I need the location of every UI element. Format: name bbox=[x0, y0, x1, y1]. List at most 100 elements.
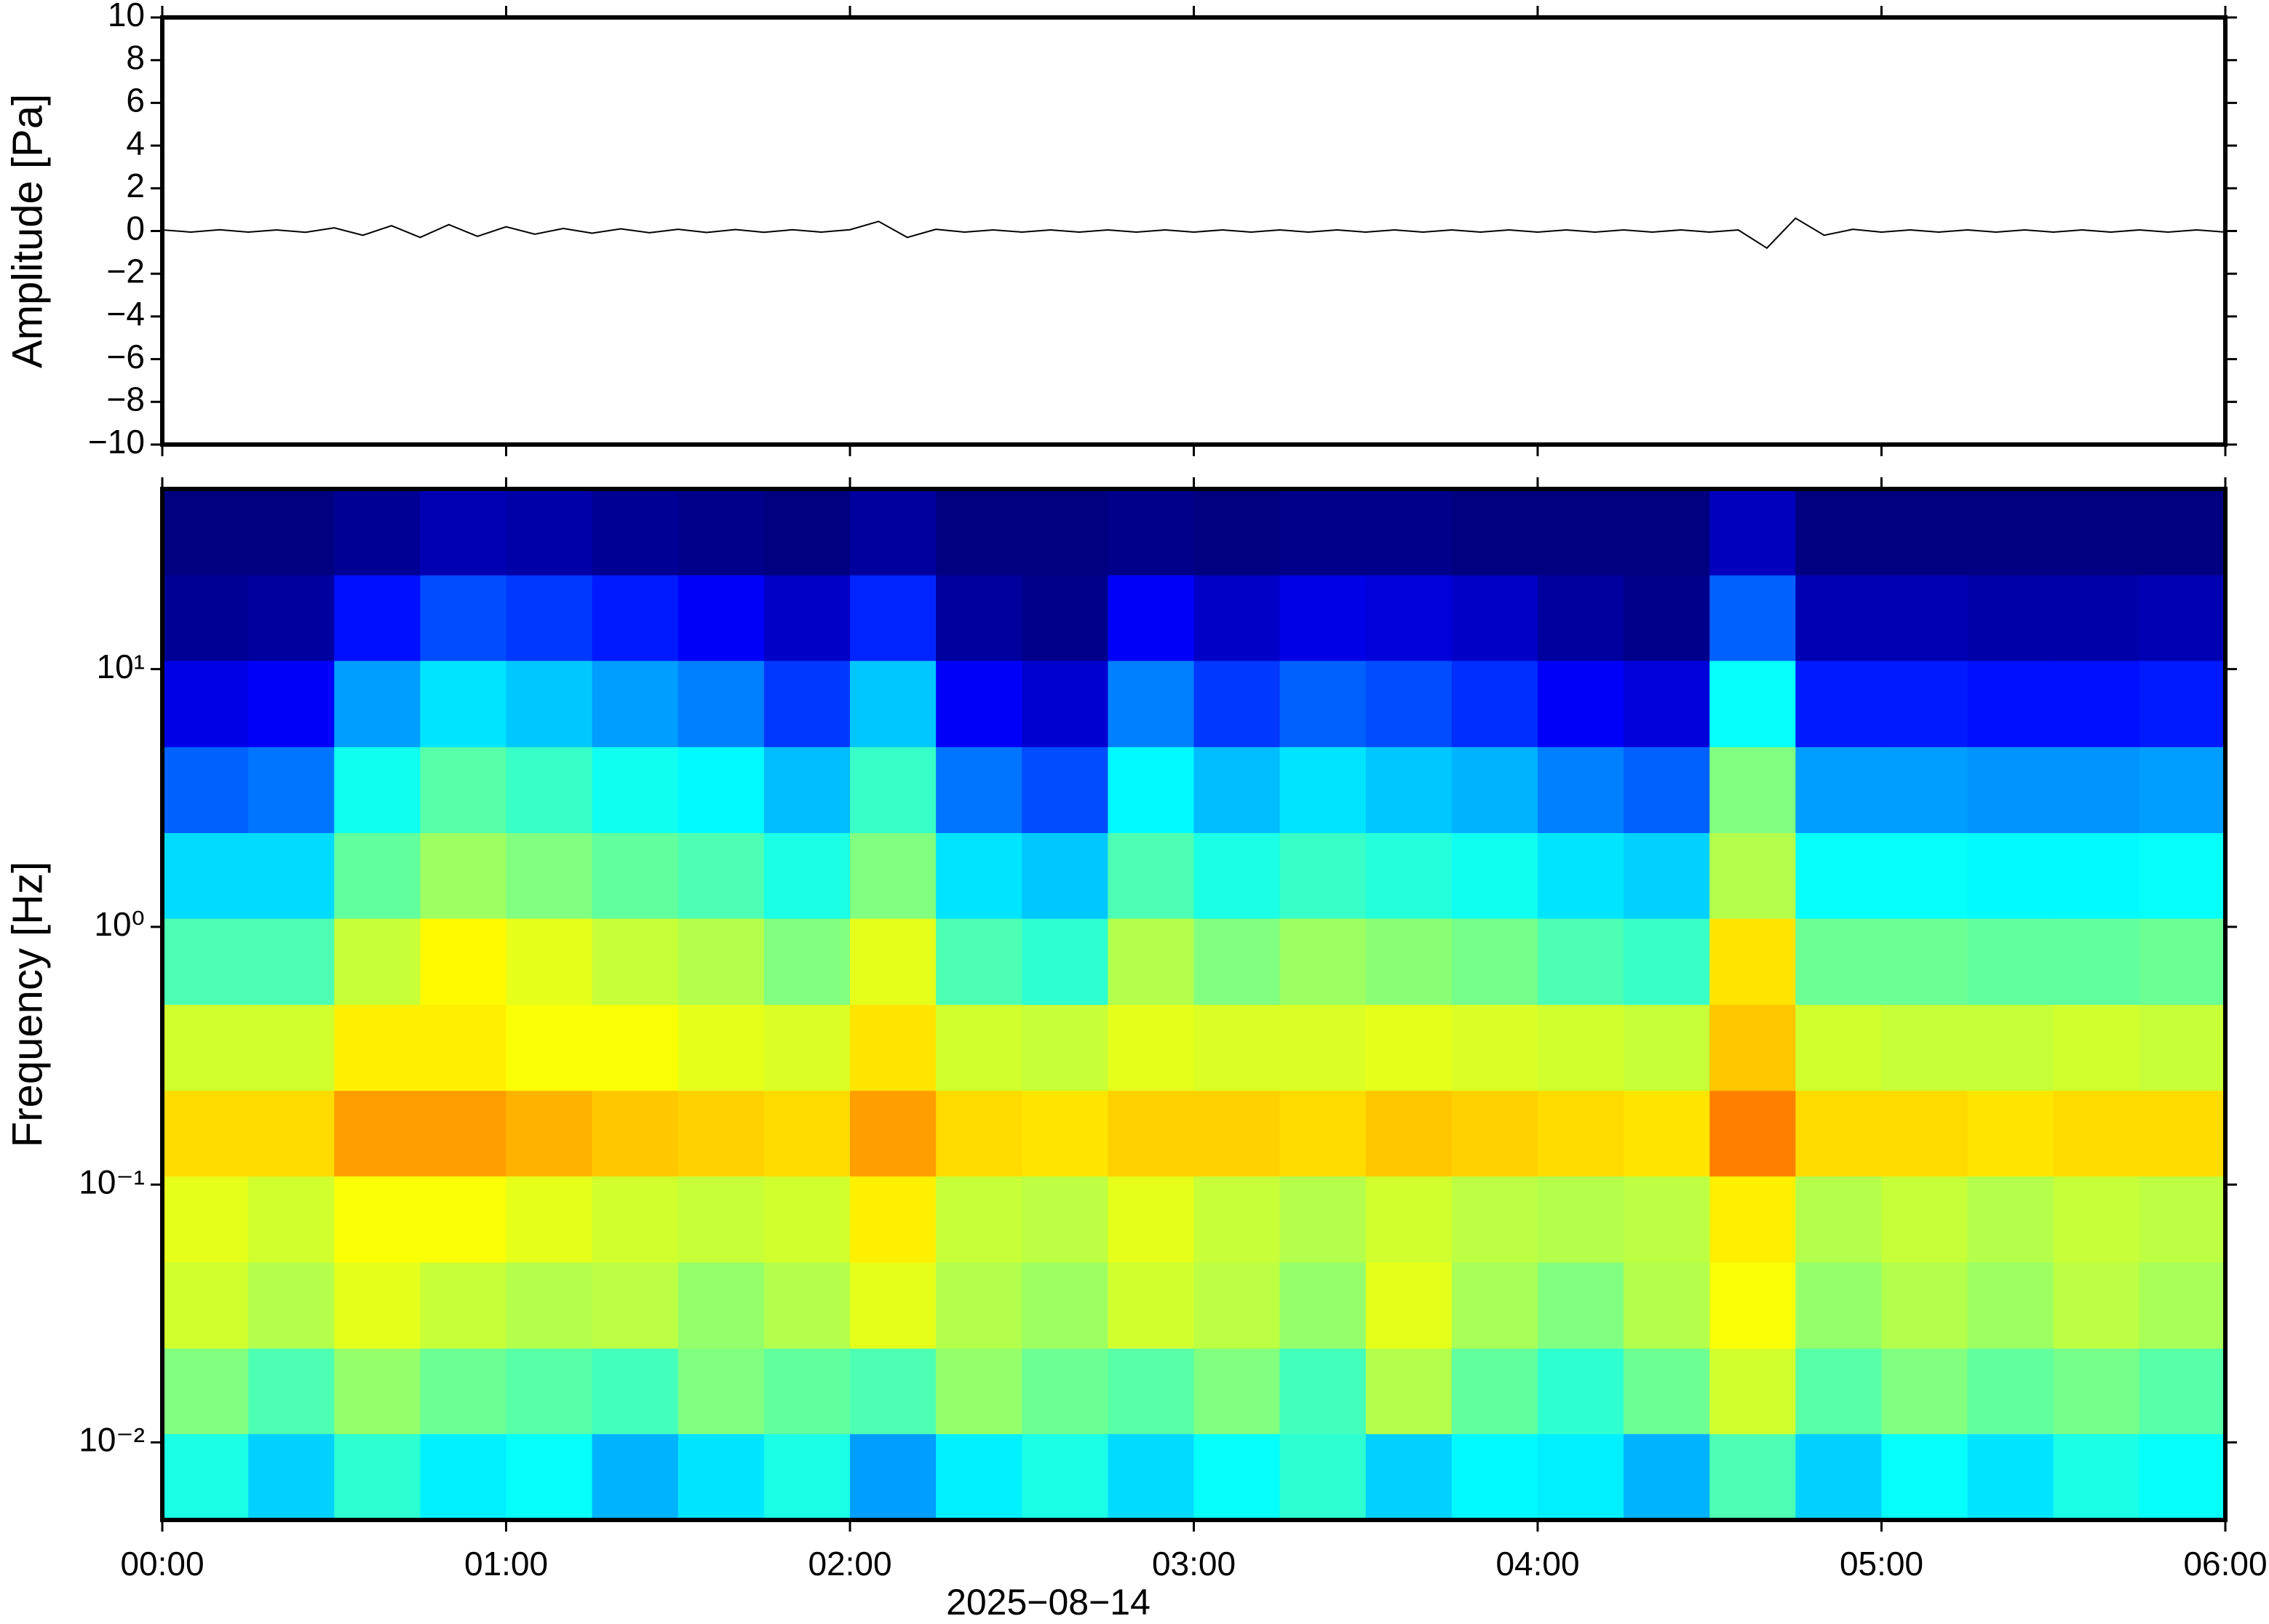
spectrogram-cell bbox=[677, 660, 765, 747]
spectrogram-cell bbox=[248, 1262, 335, 1349]
x-tick-label: 01:00 bbox=[464, 1545, 548, 1583]
spectrogram-cell bbox=[2139, 832, 2226, 919]
spectrogram-cell bbox=[1795, 1090, 1883, 1177]
spectrogram-cell bbox=[162, 1262, 249, 1349]
spectrogram-cell bbox=[1193, 918, 1281, 1006]
spectrogram-cell bbox=[2053, 832, 2140, 919]
spectrogram-cell bbox=[1967, 1348, 2054, 1435]
spectrogram-cell bbox=[506, 1262, 593, 1349]
spectrogram-cell bbox=[592, 1090, 679, 1177]
spectrogram-cell bbox=[677, 1090, 765, 1177]
spectrogram-cell bbox=[1881, 660, 1968, 747]
spectrogram-cell bbox=[1193, 832, 1281, 919]
spectrogram-cell bbox=[592, 575, 679, 661]
spectrogram-cell bbox=[506, 660, 593, 747]
spectrogram-cell bbox=[420, 1176, 507, 1263]
spectrogram-cell bbox=[420, 1262, 507, 1349]
spectrogram-cell bbox=[1795, 1262, 1883, 1349]
spectrogram-cell bbox=[1022, 1176, 1108, 1263]
spectrogram-cell bbox=[1365, 1004, 1453, 1091]
spectrogram-cell bbox=[1108, 1090, 1195, 1177]
spectrogram-cell bbox=[936, 1433, 1022, 1521]
spectrogram-cell bbox=[506, 918, 593, 1006]
spectrogram-cell bbox=[1365, 1176, 1453, 1263]
spectrogram-cell bbox=[2053, 1348, 2140, 1435]
spectrogram-cell bbox=[1193, 1004, 1281, 1091]
spectrogram-cell bbox=[420, 1004, 507, 1091]
spectrogram-cell bbox=[1365, 747, 1453, 833]
spectrogram-cell bbox=[1108, 1176, 1195, 1263]
spectrogram-cell bbox=[248, 1090, 335, 1177]
spectrogram-cell bbox=[763, 1262, 851, 1349]
spectrogram-cell bbox=[248, 1348, 335, 1435]
spectrogram-cell bbox=[1709, 1348, 1796, 1435]
spectrogram-cell bbox=[1193, 1348, 1281, 1435]
spectrogram-cell bbox=[1365, 1090, 1453, 1177]
spectrogram-cell bbox=[1538, 1262, 1624, 1349]
spectrogram-cell bbox=[248, 918, 335, 1006]
spectrogram-cell bbox=[248, 747, 335, 833]
y-tick-label: −4 bbox=[107, 295, 145, 333]
spectrogram-cell bbox=[1538, 918, 1624, 1006]
spectrogram-cell bbox=[1365, 918, 1453, 1006]
spectrogram-cell bbox=[1022, 1262, 1108, 1349]
spectrogram-cell bbox=[1538, 1433, 1624, 1521]
spectrogram-cell bbox=[1451, 1348, 1538, 1435]
spectrogram-cell bbox=[850, 575, 937, 661]
spectrogram-cell bbox=[1881, 1433, 1968, 1521]
y-tick-label: −6 bbox=[107, 338, 145, 375]
spectrogram-cell bbox=[162, 747, 249, 833]
spectrogram-cell bbox=[936, 1004, 1022, 1091]
spectrogram-cell bbox=[763, 918, 851, 1006]
y-tick-label: 10 bbox=[108, 0, 145, 33]
spectrogram-cell bbox=[506, 747, 593, 833]
spectrogram-cell bbox=[334, 747, 421, 833]
spectrogram-cell bbox=[1365, 832, 1453, 919]
spectrogram-cell bbox=[1881, 1348, 1968, 1435]
spectrogram-cell bbox=[420, 575, 507, 661]
spectrogram-cell bbox=[592, 1433, 679, 1521]
spectrogram-cell bbox=[1451, 918, 1538, 1006]
spectrogram-cell bbox=[506, 832, 593, 919]
spectrogram-cell bbox=[334, 575, 421, 661]
spectrogram-cell bbox=[2053, 1433, 2140, 1521]
spectrogram-cell bbox=[2139, 918, 2226, 1006]
spectrogram-cell bbox=[162, 1433, 249, 1521]
spectrogram-cell bbox=[1795, 747, 1883, 833]
spectrogram-cell bbox=[1881, 489, 1968, 576]
x-axis-title: 2025−08−14 bbox=[946, 1582, 1151, 1623]
spectrogram-cell bbox=[1108, 747, 1195, 833]
spectrogram-cell bbox=[763, 489, 851, 576]
spectrogram-cell bbox=[1279, 489, 1367, 576]
spectrogram-cell bbox=[1022, 1090, 1108, 1177]
spectrogram-cell bbox=[2139, 1348, 2226, 1435]
spectrogram-cell bbox=[1108, 1004, 1195, 1091]
spectrogram-cell bbox=[1108, 660, 1195, 747]
spectrogram-cell bbox=[1624, 1090, 1710, 1177]
spectrogram-cell bbox=[1881, 1262, 1968, 1349]
spectrogram-cell bbox=[1967, 575, 2054, 661]
spectrogram-cell bbox=[1108, 918, 1195, 1006]
y-axis-title: Frequency [Hz] bbox=[4, 861, 51, 1147]
spectrogram-cell bbox=[1193, 489, 1281, 576]
spectrogram-cell bbox=[420, 489, 507, 576]
spectrogram-cell bbox=[2139, 1433, 2226, 1521]
spectrogram-cell bbox=[162, 575, 249, 661]
spectrogram-cell bbox=[763, 1004, 851, 1091]
spectrogram-cell bbox=[1709, 1433, 1796, 1521]
spectrogram-cell bbox=[850, 918, 937, 1006]
spectrogram-cell bbox=[2139, 1004, 2226, 1091]
spectrogram-cell bbox=[1022, 660, 1108, 747]
x-tick-label: 04:00 bbox=[1495, 1545, 1579, 1583]
spectrogram-cell bbox=[936, 660, 1022, 747]
spectrogram-cell bbox=[1795, 1176, 1883, 1263]
spectrogram-cell bbox=[1709, 660, 1796, 747]
spectrogram-cell bbox=[334, 489, 421, 576]
spectrogram-cell bbox=[1193, 660, 1281, 747]
spectrogram-cell bbox=[1709, 918, 1796, 1006]
spectrogram-cell bbox=[1624, 489, 1710, 576]
spectrogram-cell bbox=[1538, 660, 1624, 747]
spectrogram-cell bbox=[1279, 575, 1367, 661]
spectrogram-cell bbox=[763, 660, 851, 747]
